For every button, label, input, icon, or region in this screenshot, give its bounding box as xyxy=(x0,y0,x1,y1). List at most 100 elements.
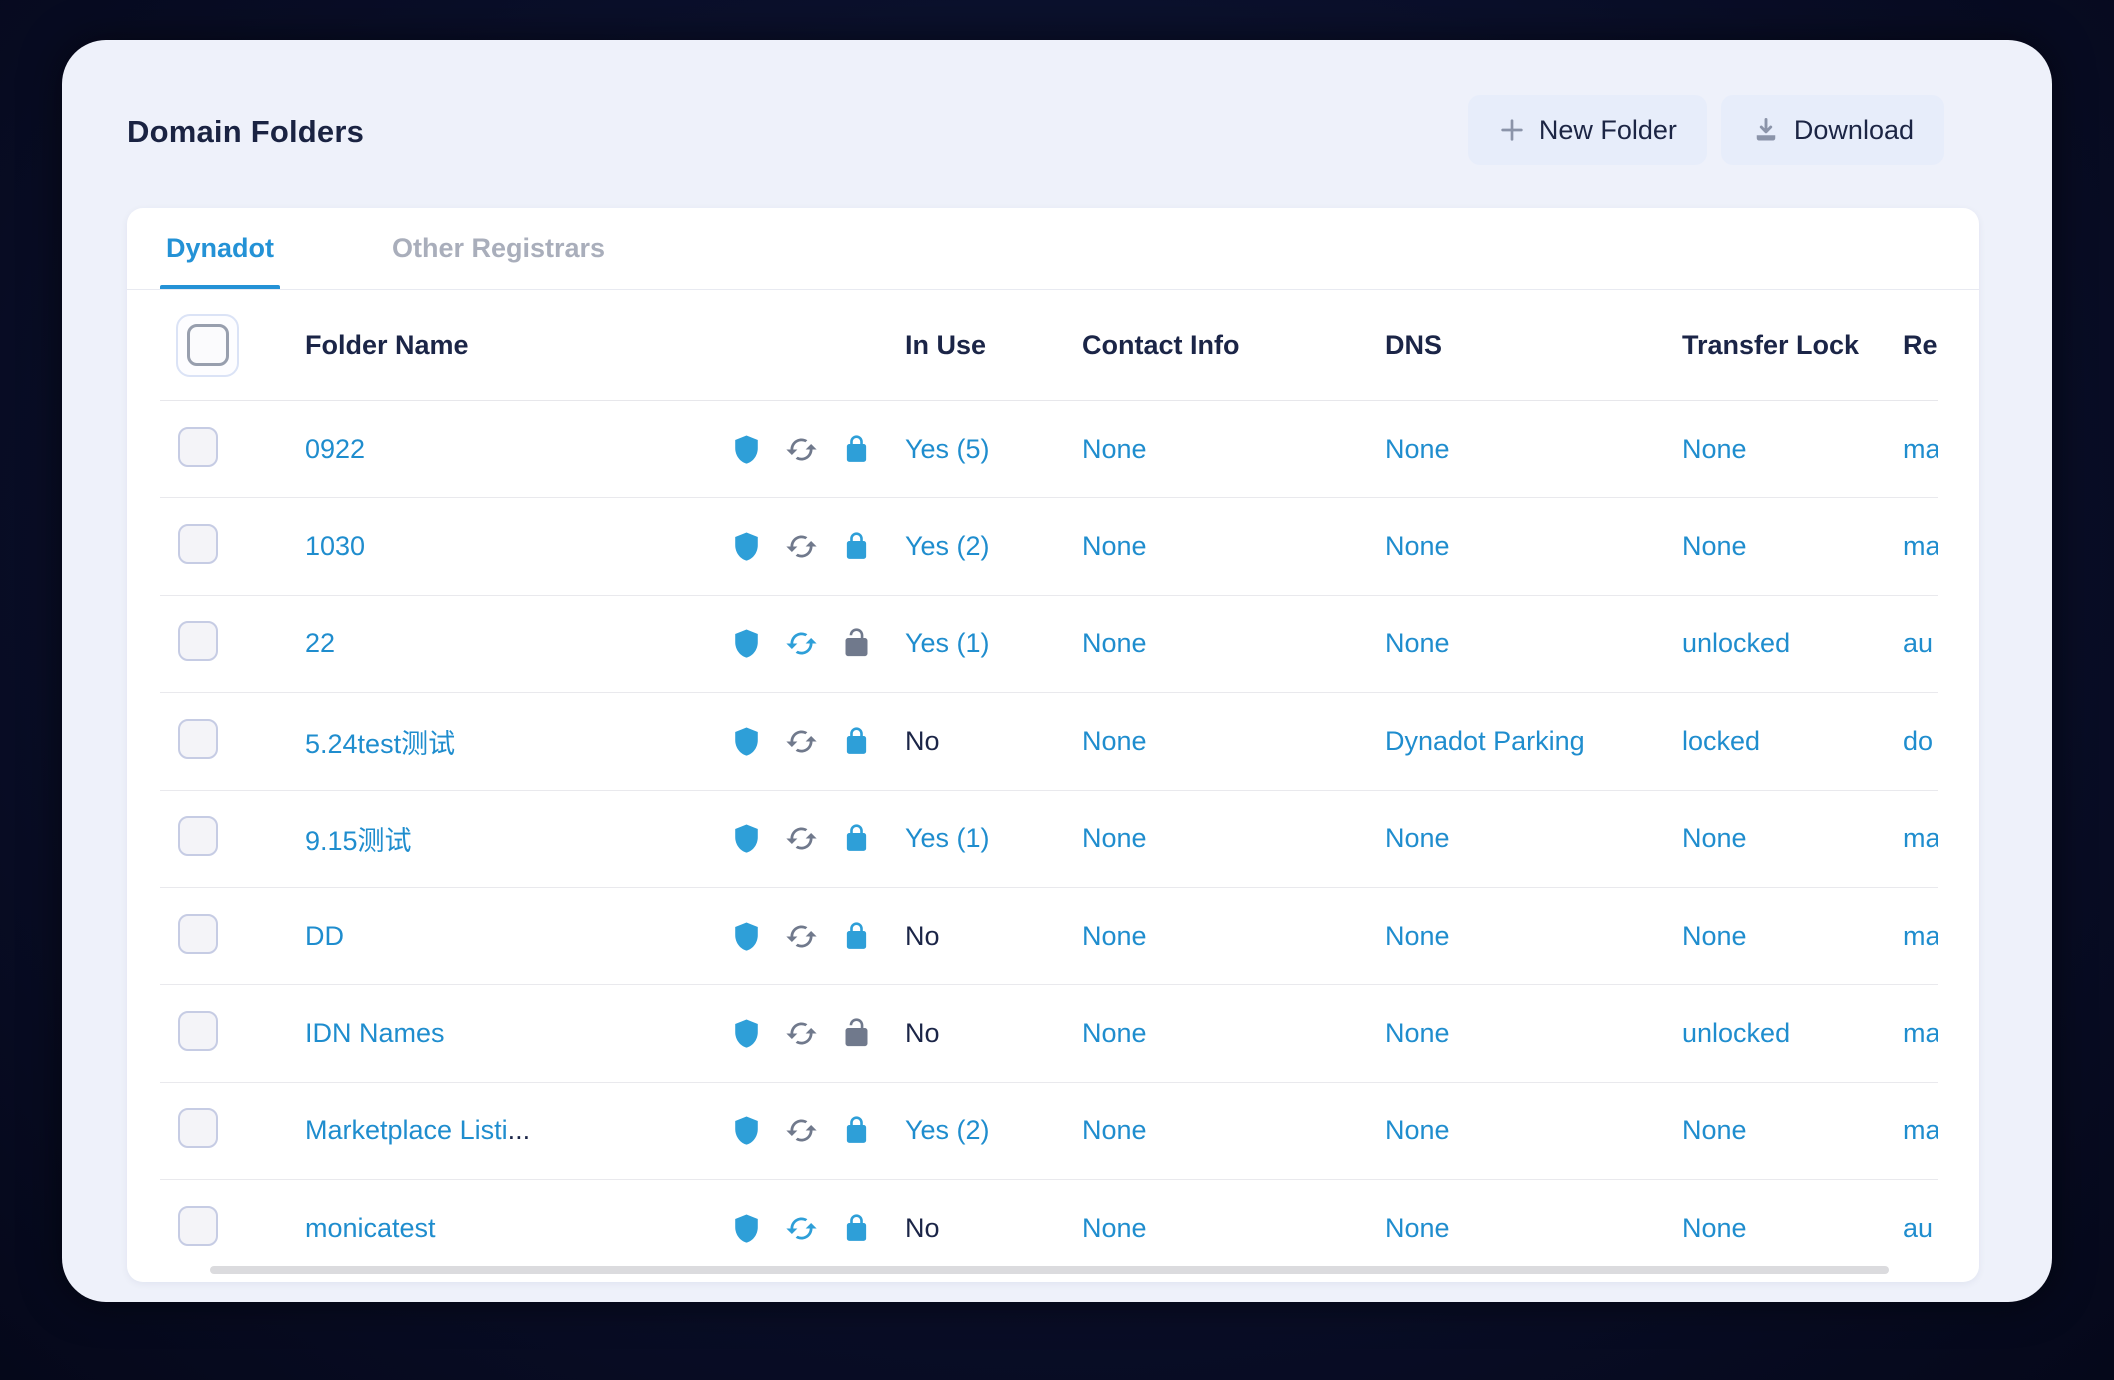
dns-link[interactable]: None xyxy=(1385,1212,1450,1243)
select-all-checkbox[interactable] xyxy=(176,313,239,377)
column-header-folder-name: Folder Name xyxy=(305,329,469,360)
row-checkbox[interactable] xyxy=(178,718,218,759)
dns-link[interactable]: None xyxy=(1385,823,1450,854)
in-use-value[interactable]: No xyxy=(905,1018,940,1049)
renew-option-link[interactable]: ma xyxy=(1903,920,1938,951)
transfer-lock-icon[interactable] xyxy=(840,1017,873,1050)
transfer-lock-link[interactable]: None xyxy=(1682,531,1747,562)
folder-name-link[interactable]: 5.24test测试 xyxy=(305,729,455,759)
in-use-value[interactable]: Yes (5) xyxy=(905,433,990,464)
new-folder-label: New Folder xyxy=(1538,114,1677,145)
transfer-lock-link[interactable]: None xyxy=(1682,1212,1747,1243)
transfer-lock-link[interactable]: locked xyxy=(1682,725,1761,756)
auto-renew-icon[interactable] xyxy=(785,822,818,855)
transfer-lock-link[interactable]: None xyxy=(1682,920,1747,951)
privacy-shield-icon[interactable] xyxy=(730,725,763,758)
privacy-shield-icon[interactable] xyxy=(730,530,763,563)
transfer-lock-icon[interactable] xyxy=(840,1114,873,1147)
folder-name-link[interactable]: 9.15测试 xyxy=(305,826,412,856)
auto-renew-icon[interactable] xyxy=(785,530,818,563)
contact-info-link[interactable]: None xyxy=(1082,1115,1147,1146)
contact-info-link[interactable]: None xyxy=(1082,433,1147,464)
contact-info-link[interactable]: None xyxy=(1082,725,1147,756)
transfer-lock-icon[interactable] xyxy=(840,725,873,758)
privacy-shield-icon[interactable] xyxy=(730,627,763,660)
dns-link[interactable]: None xyxy=(1385,1115,1450,1146)
transfer-lock-link[interactable]: unlocked xyxy=(1682,1018,1791,1049)
privacy-shield-icon[interactable] xyxy=(730,1114,763,1147)
dns-link[interactable]: None xyxy=(1385,433,1450,464)
tab-dynadot[interactable]: Dynadot xyxy=(160,208,280,289)
in-use-value[interactable]: Yes (2) xyxy=(905,531,990,562)
in-use-value[interactable]: No xyxy=(905,725,940,756)
tab-other-registrars[interactable]: Other Registrars xyxy=(392,233,606,263)
transfer-lock-link[interactable]: None xyxy=(1682,823,1747,854)
row-checkbox[interactable] xyxy=(178,816,218,857)
privacy-shield-icon[interactable] xyxy=(730,920,763,953)
contact-info-link[interactable]: None xyxy=(1082,823,1147,854)
transfer-lock-icon[interactable] xyxy=(840,433,873,466)
dns-link[interactable]: None xyxy=(1385,1018,1450,1049)
in-use-value[interactable]: No xyxy=(905,1212,940,1243)
auto-renew-icon[interactable] xyxy=(785,920,818,953)
renew-option-link[interactable]: ma xyxy=(1903,433,1938,464)
row-checkbox[interactable] xyxy=(178,913,218,954)
row-checkbox[interactable] xyxy=(178,524,218,565)
transfer-lock-icon[interactable] xyxy=(840,627,873,660)
folder-name-link[interactable]: DD xyxy=(305,921,344,951)
auto-renew-icon[interactable] xyxy=(785,725,818,758)
folder-name-link[interactable]: 0922 xyxy=(305,434,365,464)
dns-link[interactable]: None xyxy=(1385,531,1450,562)
transfer-lock-icon[interactable] xyxy=(840,822,873,855)
transfer-lock-link[interactable]: None xyxy=(1682,433,1747,464)
contact-info-link[interactable]: None xyxy=(1082,1212,1147,1243)
renew-option-link[interactable]: ma xyxy=(1903,531,1938,562)
auto-renew-icon[interactable] xyxy=(785,1212,818,1245)
table-row: 9.15测试 Yes (1) None None None ma xyxy=(160,791,1938,888)
column-header-renew-clipped: Re xyxy=(1903,329,1938,360)
in-use-value[interactable]: No xyxy=(905,920,940,951)
row-checkbox[interactable] xyxy=(178,1108,218,1149)
transfer-lock-link[interactable]: None xyxy=(1682,1115,1747,1146)
contact-info-link[interactable]: None xyxy=(1082,531,1147,562)
download-button[interactable]: Download xyxy=(1720,95,1944,165)
new-folder-button[interactable]: New Folder xyxy=(1467,95,1707,165)
renew-option-link[interactable]: do xyxy=(1903,725,1934,756)
transfer-lock-icon[interactable] xyxy=(840,1212,873,1245)
auto-renew-icon[interactable] xyxy=(785,1114,818,1147)
contact-info-link[interactable]: None xyxy=(1082,920,1147,951)
renew-option-link[interactable]: ma xyxy=(1903,823,1938,854)
auto-renew-icon[interactable] xyxy=(785,1017,818,1050)
dns-link[interactable]: None xyxy=(1385,920,1450,951)
folder-name-link[interactable]: monicatest xyxy=(305,1213,436,1243)
horizontal-scrollbar-thumb[interactable] xyxy=(210,1266,1889,1274)
folder-name-link[interactable]: Marketplace Listi... xyxy=(305,1115,530,1145)
contact-info-link[interactable]: None xyxy=(1082,628,1147,659)
row-checkbox[interactable] xyxy=(178,621,218,662)
privacy-shield-icon[interactable] xyxy=(730,822,763,855)
transfer-lock-icon[interactable] xyxy=(840,530,873,563)
privacy-shield-icon[interactable] xyxy=(730,1212,763,1245)
dns-link[interactable]: Dynadot Parking xyxy=(1385,725,1585,756)
folder-name-link[interactable]: 1030 xyxy=(305,531,365,561)
renew-option-link[interactable]: au xyxy=(1903,1212,1934,1243)
auto-renew-icon[interactable] xyxy=(785,627,818,660)
dns-link[interactable]: None xyxy=(1385,628,1450,659)
in-use-value[interactable]: Yes (1) xyxy=(905,823,990,854)
privacy-shield-icon[interactable] xyxy=(730,433,763,466)
row-checkbox[interactable] xyxy=(178,1205,218,1246)
folder-name-link[interactable]: IDN Names xyxy=(305,1018,445,1048)
in-use-value[interactable]: Yes (1) xyxy=(905,628,990,659)
privacy-shield-icon[interactable] xyxy=(730,1017,763,1050)
transfer-lock-link[interactable]: unlocked xyxy=(1682,628,1791,659)
renew-option-link[interactable]: au xyxy=(1903,628,1934,659)
transfer-lock-icon[interactable] xyxy=(840,920,873,953)
row-checkbox[interactable] xyxy=(178,1011,218,1052)
in-use-value[interactable]: Yes (2) xyxy=(905,1115,990,1146)
renew-option-link[interactable]: ma xyxy=(1903,1018,1938,1049)
auto-renew-icon[interactable] xyxy=(785,433,818,466)
row-checkbox[interactable] xyxy=(178,426,218,467)
renew-option-link[interactable]: ma xyxy=(1903,1115,1938,1146)
folder-name-link[interactable]: 22 xyxy=(305,628,335,658)
contact-info-link[interactable]: None xyxy=(1082,1018,1147,1049)
